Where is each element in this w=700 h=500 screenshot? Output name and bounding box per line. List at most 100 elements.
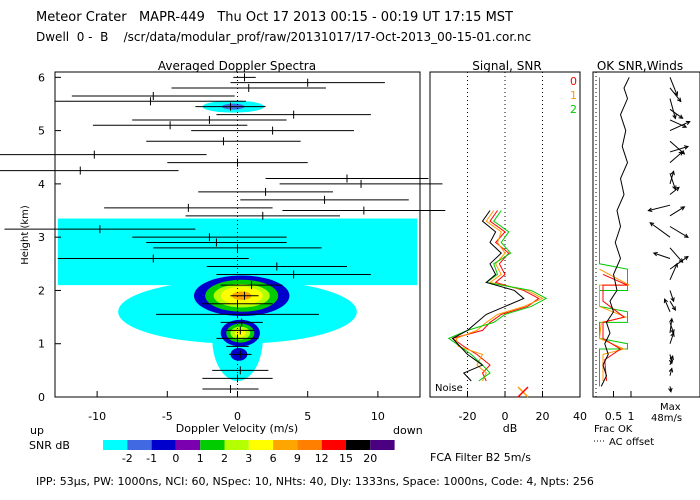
colorbar-tick-label: 3 <box>245 452 252 465</box>
series-1 <box>455 210 544 382</box>
x-tick-label: -5 <box>162 410 173 423</box>
wind-arrow <box>669 247 683 263</box>
wind-arrow-head <box>672 114 677 120</box>
colorbar-swatch <box>346 440 371 450</box>
panel2-xlabel: dB <box>503 422 518 435</box>
y-tick-label: 5 <box>38 125 45 138</box>
colorbar-swatch <box>175 440 201 450</box>
wind-arrow <box>669 146 689 153</box>
wind-arrow <box>669 151 683 163</box>
wind-arrow-head <box>649 222 655 227</box>
wind-arrow-head <box>678 151 684 156</box>
wind-arrow <box>669 98 676 119</box>
wind-arrow-head <box>683 233 689 238</box>
colorbar-tick-label: 9 <box>294 452 301 465</box>
colorbar-tick-label: 1 <box>197 452 204 465</box>
y-tick-label: 0 <box>38 391 45 404</box>
colorbar-label: SNR dB <box>29 439 70 452</box>
up-label: up <box>30 424 44 437</box>
colorbar-swatch <box>273 440 298 450</box>
wind-arrow-head <box>680 206 686 211</box>
panel3-frame <box>592 71 700 398</box>
x-tick-label: 20 <box>536 410 550 423</box>
wind-arrow-head <box>674 186 680 192</box>
colorbar-tick-label: -2 <box>122 452 133 465</box>
colorbar-tick-label: -1 <box>146 452 157 465</box>
wind-arrow <box>669 355 674 366</box>
wind-arrow <box>669 226 689 238</box>
wind-arrow-head <box>672 185 677 191</box>
wind-arrow-head <box>668 359 674 365</box>
ok-snr-winds-plot <box>595 72 691 397</box>
y-tick-label: 6 <box>38 71 45 84</box>
x-tick-label: 40 <box>573 410 587 423</box>
y-tick-label: 1 <box>38 338 45 351</box>
spectra-moments <box>0 72 446 397</box>
x-tick-label: -10 <box>88 410 106 423</box>
colorbar-tick-label: 6 <box>270 452 277 465</box>
legend-entry: 0 <box>570 75 577 88</box>
frac-ok-green <box>599 77 628 387</box>
colorbar-tick-label: 0 <box>172 452 179 465</box>
wind-arrow <box>669 77 678 96</box>
wind-arrow-head <box>685 120 691 126</box>
wind-arrow-head <box>647 207 653 212</box>
y-tick-label: 4 <box>38 178 45 191</box>
panel1-axes: -10 -5 0 5 10 0 1 2 3 4 5 6 <box>38 71 385 423</box>
series-signal <box>451 210 525 382</box>
legend-entry: 1 <box>570 89 577 102</box>
down-label: down <box>393 424 423 437</box>
header-title: Meteor Crater MAPR-449 Thu Oct 17 2013 0… <box>36 10 513 25</box>
wind-arrow-head <box>668 367 674 373</box>
wind-arrow-head <box>683 255 689 261</box>
colorbar-swatch <box>248 440 274 450</box>
colorbar-tick-label: 12 <box>315 452 329 465</box>
panel2-title: Signal, SNR <box>472 59 541 73</box>
wind-arrow-head <box>678 258 684 264</box>
frac-ok-orange <box>598 268 630 382</box>
wind-arrow <box>669 173 676 190</box>
panel3-title: OK SNR,Winds <box>597 59 683 73</box>
wind-arrow <box>664 298 671 312</box>
x-tick-label: 0.5 <box>605 410 623 423</box>
noise-label: Noise <box>435 383 463 394</box>
wind-arrow-head <box>678 114 684 119</box>
colorbar-swatch <box>321 440 346 450</box>
wind-arrow-head <box>670 170 675 176</box>
colorbar: -2 -1 0 1 2 3 6 9 12 15 20 <box>103 440 395 465</box>
colorbar-tick-label: 2 <box>221 452 228 465</box>
panel3-legend: 012 <box>570 75 577 116</box>
filter-label: FCA Filter B2 5m/s <box>430 451 531 464</box>
panel1-ylabel: Height (km) <box>20 205 31 265</box>
colorbar-swatch <box>297 440 322 450</box>
wind-arrow-head <box>668 387 673 393</box>
legend-entry: 2 <box>570 103 577 116</box>
wind-arrow-head <box>652 251 658 257</box>
wind-arrow <box>669 322 675 334</box>
wind-arrow <box>669 108 683 119</box>
header-file-path: Dwell 0 - B /scr/data/modular_prof/raw/2… <box>36 30 532 44</box>
wind-arrow <box>649 222 671 238</box>
panel1-xlabel: Doppler Velocity (m/s) <box>176 422 298 435</box>
colorbar-swatch <box>370 440 395 450</box>
frac-ok-black <box>600 77 630 387</box>
x-tick-label: 10 <box>371 410 385 423</box>
wind-arrow-head <box>682 123 688 128</box>
x-tick-label: 1 <box>628 410 635 423</box>
frac-ok-red <box>602 274 628 382</box>
y-tick-label: 3 <box>38 231 45 244</box>
wind-arrow-head <box>676 97 682 103</box>
noise-x-marker <box>517 386 529 398</box>
wind-arrow-head <box>670 331 675 337</box>
series-2 <box>447 210 548 382</box>
wind-arrow <box>669 354 673 364</box>
signal-snr-plot <box>447 72 548 397</box>
colorbar-swatch <box>151 440 176 450</box>
wind-arrow <box>669 318 673 334</box>
x-tick-label: 5 <box>304 410 311 423</box>
wind-arrow <box>653 252 671 259</box>
colorbar-swatch <box>224 440 249 450</box>
wind-arrow <box>669 300 676 311</box>
wind-arrow <box>669 186 680 195</box>
